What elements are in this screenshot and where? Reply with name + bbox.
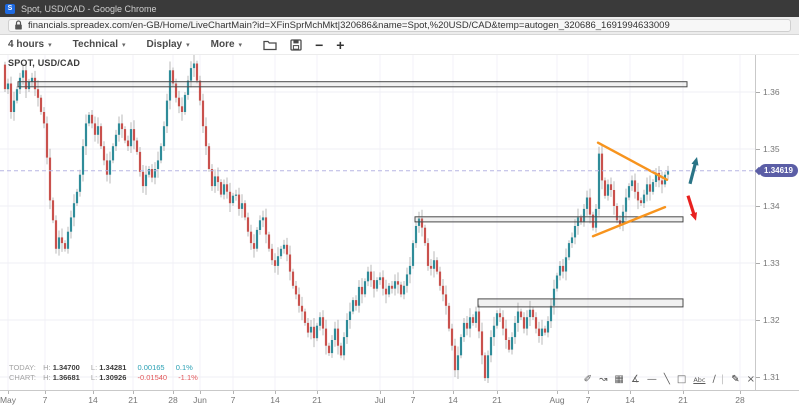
time-tick-label: 21 [312,395,322,405]
price-tick [756,92,760,93]
price-tick [756,263,760,264]
time-tick-label: 21 [678,395,688,405]
toolbar-dropdown-more[interactable]: More ▾ [211,39,242,50]
pencil-icon[interactable]: ✎ [731,373,740,385]
dropdown-label: Display [146,39,183,50]
chart-canvas[interactable] [0,55,755,390]
time-tick [45,391,46,394]
toolbar-dropdown-4-hours[interactable]: 4 hours ▾ [8,39,52,50]
price-tick-label: 1.34 [763,201,780,211]
chart-toolbar: 4 hours ▾ Technical ▾ Display ▾ More ▾ − + [0,35,799,55]
dropdown-label: More [210,39,235,50]
window-title: Spot, USD/CAD - Google Chrome [21,3,157,14]
time-tick [683,391,684,394]
zoom-in-button[interactable]: + [336,36,345,53]
time-tick [317,391,318,394]
price-tick-label: 1.32 [763,315,780,325]
folder-open-icon [263,40,277,50]
time-tick [588,391,589,394]
grid-icon[interactable]: ▦ [614,373,624,385]
address-field[interactable]: financials.spreadex.com/en-GB/Home/LiveC… [8,19,791,32]
time-tick-label: 21 [128,395,138,405]
url-text: financials.spreadex.com/en-GB/Home/LiveC… [28,20,670,31]
title-bar: S Spot, USD/CAD - Google Chrome [0,0,799,17]
time-tick-label: 7 [230,395,236,405]
ohlc-legend: TODAY: H: 1.34700 L: 1.34281 0.00165 0.1… [9,363,207,382]
time-tick [380,391,381,394]
dropdown-label: 4 hours [8,39,45,50]
slash-icon[interactable]: ∕ [712,373,716,385]
time-tick-label: May [0,395,17,405]
time-tick-label: Aug [549,395,565,405]
rectangle-icon[interactable]: □ [676,373,687,385]
price-tick [756,377,760,378]
time-tick-label: 14 [625,395,635,405]
horizontal-line-icon[interactable]: — [646,373,657,385]
chevron-down-icon: ▾ [122,41,126,49]
price-tick-label: 1.36 [763,87,780,97]
chevron-down-icon: ▾ [48,41,52,49]
padlock-icon [15,20,22,30]
price-axis[interactable]: 1.34619 1.36 1.35 1.34 1.33 1.32 1.31 [755,55,799,390]
zoom-out-button[interactable]: − [315,36,324,53]
time-tick-label: Jul [374,395,386,405]
price-tick-label: 1.31 [763,372,780,382]
clear-icon[interactable]: × [746,373,755,385]
cursor-icon[interactable]: ✐ [583,373,593,385]
time-tick [630,391,631,394]
time-tick [93,391,94,394]
time-tick-label: 28 [168,395,178,405]
time-tick-label: 7 [585,395,591,405]
time-tick-label: 14 [448,395,458,405]
time-tick [275,391,276,394]
save-button[interactable] [290,38,302,51]
symbol-label: SPOT, USD/CAD [8,58,81,68]
price-tick [756,206,760,207]
toolbar-dropdown-display[interactable]: Display ▾ [147,39,190,50]
current-price-badge: 1.34619 [759,164,798,177]
legend-chart-row: CHART: H: 1.36681 L: 1.30926 -0.01540 -1… [9,372,198,382]
chevron-down-icon: ▾ [186,41,190,49]
fan-lines-icon[interactable]: ∡ [630,373,640,385]
time-tick-label: 14 [88,395,98,405]
time-tick-label: 28 [735,395,745,405]
time-tick [173,391,174,394]
time-tick [740,391,741,394]
time-tick-label: 7 [42,395,48,405]
toolbar-dropdown-technical[interactable]: Technical ▾ [73,39,126,50]
time-tick [133,391,134,394]
trend-line-icon[interactable]: ╲ [663,373,670,385]
price-tick [756,149,760,150]
drawing-toolbar: ✐ ↝ ▦ ∡ — ╲ □ Abc ∕ | ✎ × [584,371,755,387]
time-tick [8,391,9,394]
time-tick [413,391,414,394]
chevron-down-icon: ▾ [238,41,243,49]
open-folder-button[interactable] [263,39,277,51]
time-tick [233,391,234,394]
floppy-save-icon [290,38,302,51]
text-icon[interactable]: Abc [693,375,706,384]
time-tick [497,391,498,394]
legend-today-row: TODAY: H: 1.34700 L: 1.34281 0.00165 0.1… [9,363,193,372]
time-tick [453,391,454,394]
time-tick-label: Jun [193,395,207,405]
time-tick [557,391,558,394]
time-axis[interactable]: May 7 14 21 28 Jun 7 14 21 Jul 7 14 21 Aug 7 14 21 28 [0,390,799,408]
freehand-icon[interactable]: ↝ [599,373,608,385]
time-tick-label: 21 [492,395,502,405]
price-tick-label: 1.35 [763,144,780,154]
spreadex-favicon: S [5,3,15,14]
time-tick-label: 7 [410,395,416,405]
divider: | [720,373,725,385]
time-tick-label: 14 [270,395,280,405]
price-tick-label: 1.33 [763,258,780,268]
url-bar: financials.spreadex.com/en-GB/Home/LiveC… [0,17,799,35]
time-tick [200,391,201,394]
chart-area: SPOT, USD/CAD 1.34619 1.36 1.35 1.34 1.33 1.… [0,55,799,408]
dropdown-label: Technical [72,39,119,50]
price-tick [756,320,760,321]
